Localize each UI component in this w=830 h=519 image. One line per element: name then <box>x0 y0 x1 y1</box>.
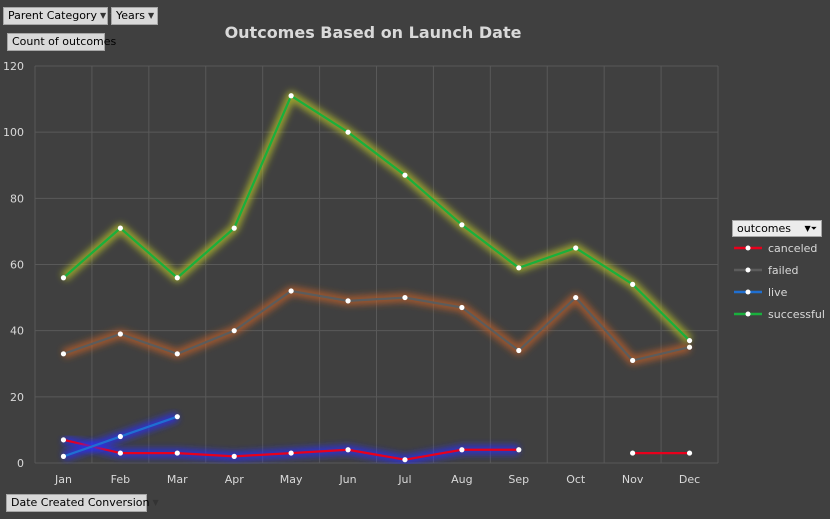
series-canceled <box>60 435 693 465</box>
date-created-conversion-label: Date Created Conversion <box>11 496 150 509</box>
legend-label: successful <box>768 307 825 321</box>
series-line <box>63 289 690 362</box>
series-glow <box>62 435 519 465</box>
data-point <box>459 447 465 453</box>
data-point <box>516 265 522 271</box>
years-filter-button[interactable]: Years ▼ <box>111 7 158 25</box>
chart-title: Outcomes Based on Launch Date <box>225 23 522 42</box>
dropdown-filter-icon: ▼⏷ <box>804 224 817 233</box>
x-tick-label: Jul <box>397 473 411 486</box>
series-lines <box>60 91 693 465</box>
x-tick-label: Jun <box>338 473 356 486</box>
data-point <box>174 275 180 281</box>
data-point <box>117 225 123 231</box>
data-point <box>630 357 636 364</box>
data-point <box>345 129 351 135</box>
y-axis-ticks: 0 20 40 60 80 100 120 <box>3 60 24 470</box>
data-point <box>402 172 408 178</box>
legend-label: failed <box>768 263 799 277</box>
legend-item-successful: successful <box>734 306 825 322</box>
data-point <box>345 447 351 453</box>
data-point <box>459 304 465 311</box>
x-tick-label: Sep <box>508 473 529 486</box>
x-tick-label: Oct <box>566 473 586 486</box>
x-tick-label: Apr <box>225 473 245 486</box>
data-point <box>630 450 636 456</box>
legend-swatch <box>734 311 762 317</box>
legend-header-label: outcomes <box>737 222 792 235</box>
dropdown-arrow-icon: ▼ <box>152 498 159 507</box>
series-live <box>60 412 180 461</box>
data-point <box>686 450 693 456</box>
date-created-conversion-field-button[interactable]: Date Created Conversion ▼ <box>6 494 159 512</box>
data-point <box>174 414 180 420</box>
y-tick-label: 60 <box>10 259 24 272</box>
gridlines <box>34 65 719 464</box>
x-tick-label: Nov <box>622 473 644 486</box>
legend-label: canceled <box>768 241 818 255</box>
outcomes-filter-button[interactable]: outcomes ▼⏷ <box>732 220 822 237</box>
series-failed <box>60 286 693 365</box>
data-point <box>117 450 123 456</box>
data-point <box>288 450 294 456</box>
count-of-outcomes-field-button[interactable]: Count of outcomes <box>7 33 116 51</box>
data-point <box>345 298 351 304</box>
data-point <box>60 351 67 357</box>
y-tick-label: 120 <box>3 60 24 73</box>
years-label: Years <box>116 9 146 22</box>
parent-category-label: Parent Category <box>8 9 97 22</box>
y-tick-label: 100 <box>3 126 24 139</box>
data-point <box>686 344 693 350</box>
data-point <box>60 437 67 443</box>
data-point <box>402 457 408 463</box>
y-tick-label: 0 <box>17 457 24 470</box>
data-point <box>231 225 237 231</box>
legend-swatch <box>734 245 762 251</box>
data-point <box>60 275 67 281</box>
x-tick-label: May <box>280 473 303 486</box>
data-point <box>288 288 294 294</box>
x-tick-label: Mar <box>167 473 188 486</box>
x-tick-label: Aug <box>451 473 472 486</box>
data-point <box>231 453 237 459</box>
data-point <box>459 222 465 228</box>
x-tick-label: Dec <box>679 473 700 486</box>
dropdown-arrow-icon: ▼ <box>148 11 155 20</box>
data-point <box>686 337 693 344</box>
data-point <box>516 347 522 354</box>
data-point <box>231 328 237 334</box>
data-point <box>117 331 123 337</box>
dropdown-arrow-icon: ▼ <box>99 11 107 20</box>
data-point <box>516 447 522 453</box>
data-point <box>630 281 636 287</box>
legend-swatch <box>734 267 762 273</box>
legend: outcomes ▼⏷ canceled failed live successful <box>732 220 825 330</box>
legend-label: live <box>768 285 788 299</box>
data-point <box>174 351 180 357</box>
data-point <box>573 245 579 251</box>
data-point <box>402 294 408 301</box>
x-tick-label: Feb <box>111 473 130 486</box>
data-point <box>60 453 67 459</box>
x-axis-ticks: Jan Feb Mar Apr May Jun Jul Aug Sep Oct Nov Dec <box>54 473 700 486</box>
legend-item-live: live <box>734 284 787 300</box>
y-tick-label: 40 <box>10 325 24 338</box>
legend-item-canceled: canceled <box>734 240 817 256</box>
x-tick-label: Jan <box>54 473 72 486</box>
count-of-outcomes-label: Count of outcomes <box>12 35 117 48</box>
data-point <box>117 433 123 440</box>
data-point <box>174 450 180 456</box>
legend-swatch <box>734 289 762 295</box>
series-successful <box>60 91 693 344</box>
data-point <box>573 294 579 301</box>
legend-item-failed: failed <box>734 262 798 278</box>
y-tick-label: 20 <box>10 391 24 404</box>
data-point <box>288 93 294 99</box>
series-line <box>62 94 691 342</box>
y-tick-label: 80 <box>10 192 24 205</box>
